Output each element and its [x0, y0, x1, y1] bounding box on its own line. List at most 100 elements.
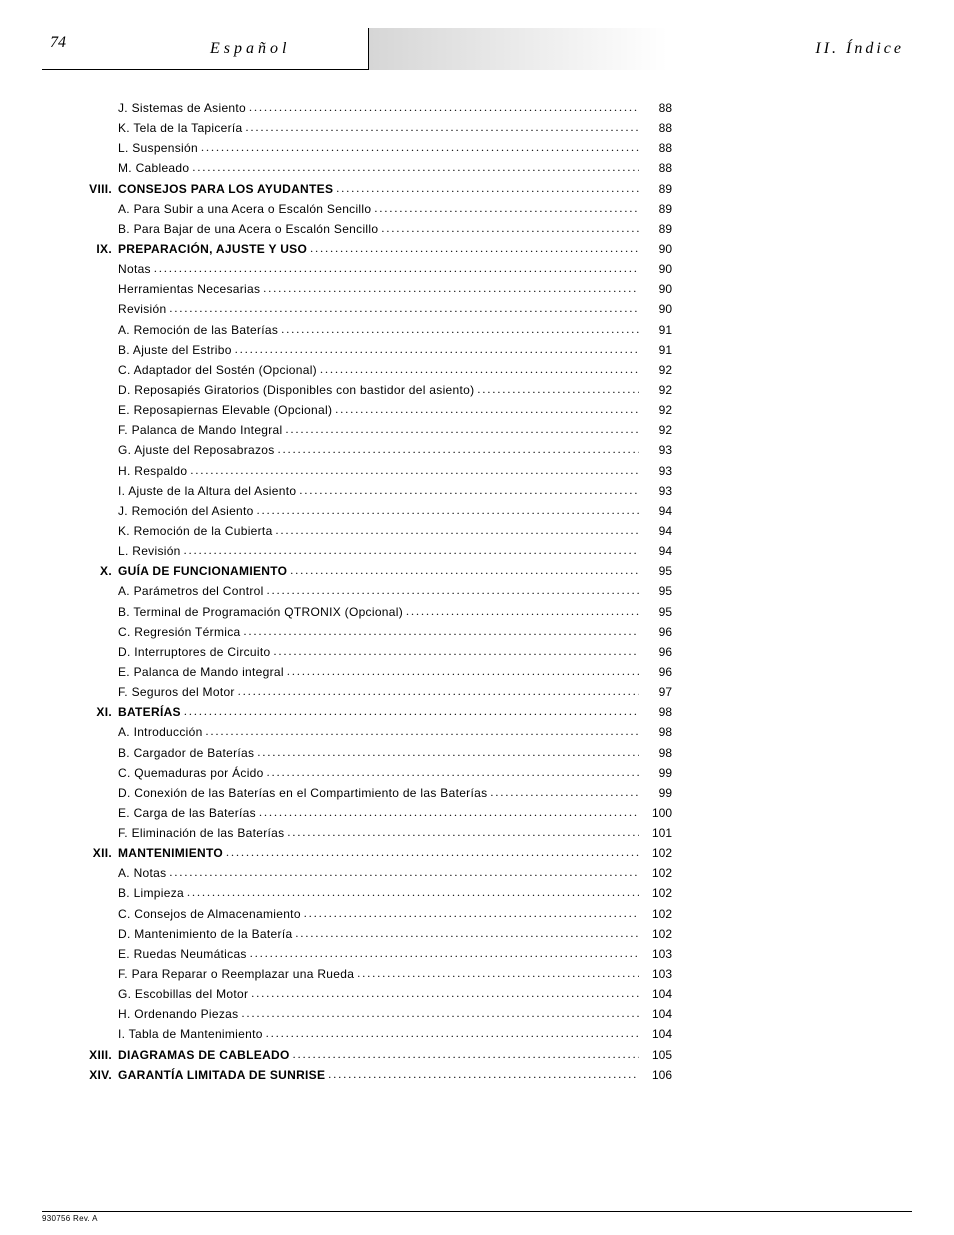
toc-page: 88 [642, 99, 672, 118]
toc-label: H. Respaldo [118, 462, 187, 481]
header-language: Español [210, 40, 290, 58]
toc-row: J. Sistemas de Asiento 88 [82, 98, 672, 118]
header-section-title: II. Índice [815, 40, 904, 58]
toc-label: D. Conexión de las Baterías en el Compar… [118, 784, 487, 803]
toc-leader [357, 964, 639, 984]
toc-row: F. Seguros del Motor97 [82, 682, 672, 702]
toc-label: C. Regresión Térmica [118, 623, 240, 642]
toc-page: 91 [642, 321, 672, 340]
toc-row: IX.PREPARACIÓN, AJUSTE Y USO90 [82, 239, 672, 259]
toc-page: 104 [642, 985, 672, 1004]
toc-page: 95 [642, 603, 672, 622]
toc-label: Revisión [118, 300, 166, 319]
toc-label: J. Remoción del Asiento [118, 502, 254, 521]
toc-page: 89 [642, 200, 672, 219]
toc-label: F. Para Reparar o Reemplazar una Rueda [118, 965, 354, 984]
toc-leader [477, 380, 639, 400]
toc-row: VIII.CONSEJOS PARA LOS AYUDANTES 89 [82, 179, 672, 199]
toc-page: 90 [642, 260, 672, 279]
toc-leader [266, 1024, 639, 1044]
toc-label: G. Ajuste del Reposabrazos [118, 441, 275, 460]
toc-row: E. Palanca de Mando integral96 [82, 662, 672, 682]
toc-leader [226, 843, 639, 863]
toc-page: 105 [642, 1046, 672, 1065]
toc-page: 104 [642, 1005, 672, 1024]
toc-row: M. Cableado 88 [82, 158, 672, 178]
toc-page: 102 [642, 905, 672, 924]
toc-page: 90 [642, 280, 672, 299]
toc-row: C. Consejos de Almacenamiento102 [82, 904, 672, 924]
toc-label: K. Remoción de la Cubierta [118, 522, 273, 541]
toc-label: E. Carga de las Baterías [118, 804, 256, 823]
toc-leader [374, 199, 639, 219]
toc-row: F. Eliminación de las Baterías101 [82, 823, 672, 843]
toc-row: B. Terminal de Programación QTRONIX (Opc… [82, 602, 672, 622]
toc-label: J. Sistemas de Asiento [118, 99, 246, 118]
toc-label: GUÍA DE FUNCIONAMIENTO [118, 562, 287, 581]
toc-leader [184, 541, 639, 561]
toc-row: XIV.GARANTÍA LIMITADA DE SUNRISE106 [82, 1065, 672, 1085]
toc-row: C. Quemaduras por Ácido99 [82, 763, 672, 783]
toc-page: 102 [642, 864, 672, 883]
toc-label: C. Adaptador del Sostén (Opcional) [118, 361, 317, 380]
toc-leader [276, 521, 639, 541]
toc-label: B. Cargador de Baterías [118, 744, 254, 763]
toc-page: 90 [642, 300, 672, 319]
toc-leader [259, 803, 639, 823]
toc-row: B. Ajuste del Estribo91 [82, 340, 672, 360]
toc-leader [328, 1065, 639, 1085]
toc-leader [251, 984, 639, 1004]
toc-leader [169, 863, 639, 883]
toc-leader [190, 461, 639, 481]
toc-label: A. Remoción de las Baterías [118, 321, 278, 340]
toc-label: E. Reposapiernas Elevable (Opcional) [118, 401, 332, 420]
toc-page: 98 [642, 703, 672, 722]
toc-page: 103 [642, 965, 672, 984]
toc-page: 93 [642, 462, 672, 481]
toc-row: L. Suspensión88 [82, 138, 672, 158]
toc-row: G. Escobillas del Motor104 [82, 984, 672, 1004]
toc-page: 99 [642, 784, 672, 803]
toc-leader [295, 924, 639, 944]
toc-label: BATERÍAS [118, 703, 181, 722]
toc-page: 101 [642, 824, 672, 843]
toc-roman: XIII. [82, 1046, 118, 1065]
toc-page: 98 [642, 723, 672, 742]
toc-label: D. Mantenimiento de la Batería [118, 925, 292, 944]
toc-label: E. Palanca de Mando integral [118, 663, 284, 682]
toc-page: 89 [642, 180, 672, 199]
toc-row: H. Ordenando Piezas104 [82, 1004, 672, 1024]
toc-label: E. Ruedas Neumáticas [118, 945, 247, 964]
toc-row: D. Reposapiés Giratorios (Disponibles co… [82, 380, 672, 400]
toc-row: I. Tabla de Mantenimiento104 [82, 1024, 672, 1044]
toc-page: 90 [642, 240, 672, 259]
toc-leader [263, 279, 639, 299]
toc-label: F. Palanca de Mando Integral [118, 421, 283, 440]
toc-leader [187, 883, 639, 903]
toc-row: E. Carga de las Baterías 100 [82, 803, 672, 823]
toc-row: B. Cargador de Baterías98 [82, 743, 672, 763]
toc-roman: IX. [82, 240, 118, 259]
toc-row: D. Conexión de las Baterías en el Compar… [82, 783, 672, 803]
toc-leader [267, 763, 639, 783]
toc-page: 100 [642, 804, 672, 823]
toc-page: 103 [642, 945, 672, 964]
toc-row: K. Remoción de la Cubierta94 [82, 521, 672, 541]
toc-page: 95 [642, 562, 672, 581]
toc-leader [286, 420, 640, 440]
toc-page: 94 [642, 502, 672, 521]
toc-label: A. Introducción [118, 723, 203, 742]
toc-page: 93 [642, 482, 672, 501]
toc-label: L. Revisión [118, 542, 181, 561]
toc-leader [381, 219, 639, 239]
toc-label: A. Para Subir a una Acera o Escalón Senc… [118, 200, 371, 219]
toc-page: 88 [642, 139, 672, 158]
toc-page: 95 [642, 582, 672, 601]
toc-label: M. Cableado [118, 159, 189, 178]
toc-page: 93 [642, 441, 672, 460]
toc-row: X.GUÍA DE FUNCIONAMIENTO95 [82, 561, 672, 581]
toc-roman: VIII. [82, 180, 118, 199]
toc-page: 88 [642, 159, 672, 178]
toc-row: D. Interruptores de Circuito96 [82, 642, 672, 662]
toc-label: CONSEJOS PARA LOS AYUDANTES [118, 180, 333, 199]
